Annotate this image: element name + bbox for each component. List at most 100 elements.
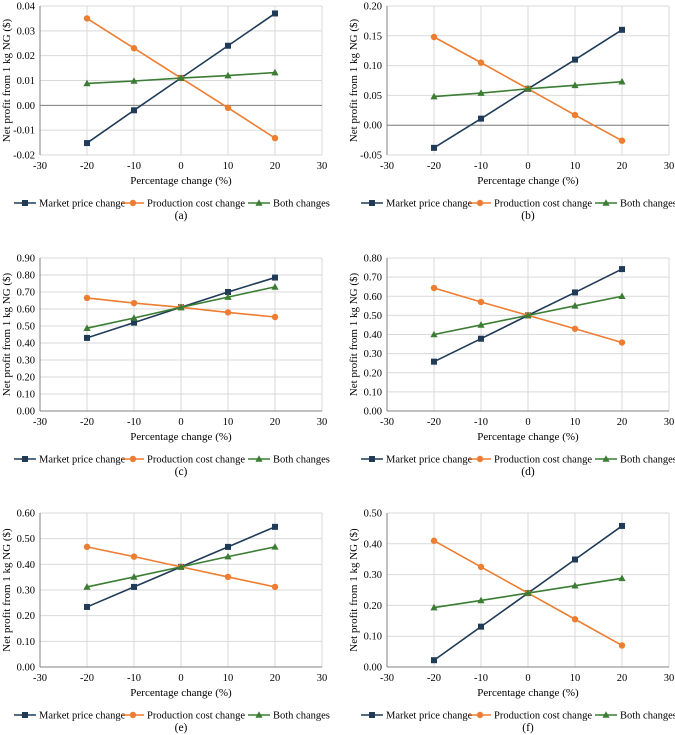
y-tick-label: 0.01 [17, 76, 35, 87]
legend-label: Production cost change [147, 711, 245, 722]
x-tick-label: 0 [525, 417, 530, 428]
y-tick-label: 0.80 [364, 254, 382, 265]
y-tick-label: 0.20 [364, 368, 382, 379]
production-cost-marker [430, 537, 438, 544]
production-cost-marker [477, 59, 485, 66]
y-tick-label: 0.40 [364, 330, 382, 341]
x-tick-label: -20 [427, 417, 441, 428]
y-axis-title: Net profit from 1 kg NG ($) [1, 272, 13, 396]
x-tick-label: -30 [33, 673, 47, 684]
x-axis-title: Percentage change (%) [130, 175, 232, 187]
legend-swatch-marker [602, 455, 610, 462]
y-tick-label: 0.04 [17, 2, 36, 13]
x-tick-label: 0 [178, 161, 183, 172]
production-cost-marker [430, 284, 438, 292]
legend-item-production-cost: Production cost change [122, 199, 245, 210]
y-tick-label: 0.00 [17, 663, 35, 674]
legend-item-both-changes: Both changes [595, 711, 675, 722]
legend-item-market-price: Market price change [14, 199, 126, 210]
y-tick-label: -0.01 [13, 126, 35, 137]
legend-swatch-marker [602, 199, 610, 206]
both-changes-marker [477, 89, 485, 96]
chart-caption: (e) [175, 722, 188, 734]
market-price-marker [84, 603, 90, 610]
production-cost-marker [271, 134, 279, 142]
legend-swatch-marker [255, 199, 263, 206]
market-price-marker [131, 583, 137, 590]
y-tick-label: 0.90 [17, 254, 35, 265]
legend-label: Market price change [386, 455, 473, 466]
legend-item-market-price: Market price change [361, 199, 473, 210]
production-cost-marker [83, 543, 91, 551]
legend-label: Market price change [386, 711, 473, 722]
chart-caption: (f) [522, 722, 534, 734]
legend-item-production-cost: Production cost change [122, 455, 245, 466]
y-tick-label: 0.20 [17, 611, 35, 622]
legend-label: Both changes [273, 455, 330, 466]
legend-label: Both changes [620, 199, 675, 210]
both-changes-marker [571, 81, 579, 89]
both-changes-marker [571, 302, 579, 309]
both-changes-marker [618, 574, 626, 582]
legend-item-both-changes: Both changes [595, 199, 675, 210]
y-tick-label: 0.80 [17, 271, 35, 282]
market-price-marker [131, 107, 137, 114]
x-tick-label: 10 [570, 417, 581, 428]
both-changes-marker [224, 293, 232, 300]
y-tick-label: 0.10 [364, 61, 382, 72]
y-tick-label: 0.00 [17, 407, 35, 418]
both-changes-marker [430, 330, 438, 338]
both-changes-marker [177, 303, 185, 311]
chart-caption: (b) [521, 210, 535, 222]
market-price-marker [478, 623, 484, 630]
x-tick-label: 10 [223, 673, 234, 684]
legend-item-production-cost: Production cost change [469, 455, 592, 466]
y-axis-title: Net profit from 1 kg NG ($) [348, 272, 360, 396]
production-cost-marker [83, 294, 91, 302]
legend-swatch-marker [369, 200, 375, 206]
legend-item-market-price: Market price change [14, 455, 126, 466]
y-tick-label: 0.00 [364, 663, 382, 674]
market-price-marker [619, 522, 625, 529]
x-tick-label: 20 [617, 417, 628, 428]
y-tick-label: 0.10 [364, 632, 382, 643]
y-axis-title: Net profit from 1 kg NG ($) [348, 528, 360, 652]
y-tick-label: 0.30 [17, 586, 35, 597]
legend-swatch-marker [22, 712, 28, 718]
y-tick-label: 0.50 [17, 322, 35, 333]
both-changes-marker [224, 552, 232, 560]
y-tick-label: 0.20 [17, 373, 35, 384]
legend-swatch-marker [476, 455, 484, 463]
legend-label: Production cost change [494, 455, 592, 466]
legend-label: Both changes [273, 711, 330, 722]
x-axis-title: Percentage change (%) [477, 687, 579, 699]
legend-label: Market price change [39, 711, 126, 722]
market-price-marker [84, 140, 90, 147]
y-tick-label: 0.10 [17, 390, 35, 401]
x-axis-title: Percentage change (%) [477, 175, 579, 187]
x-axis-title: Percentage change (%) [130, 687, 232, 699]
x-tick-label: 30 [664, 417, 675, 428]
legend-label: Production cost change [494, 199, 592, 210]
y-axis-title: Net profit from 1 kg NG ($) [1, 18, 13, 142]
market-price-marker [225, 289, 231, 295]
x-tick-label: 30 [317, 161, 328, 172]
y-axis-title: Net profit from 1 kg NG ($) [1, 528, 13, 652]
legend-item-market-price: Market price change [14, 711, 126, 722]
legend-swatch-marker [129, 711, 137, 719]
production-cost-marker [130, 553, 138, 560]
both-changes-marker [130, 314, 138, 321]
market-price-marker [225, 42, 231, 49]
market-price-marker [431, 358, 437, 365]
y-tick-label: 0.60 [364, 292, 382, 303]
legend-label: Production cost change [494, 711, 592, 722]
y-tick-label: 0.00 [364, 121, 382, 132]
x-tick-label: -20 [80, 161, 94, 172]
x-tick-label: 20 [270, 417, 281, 428]
chart-caption: (c) [175, 466, 188, 478]
y-tick-label: 0.00 [17, 101, 35, 112]
market-price-marker [272, 274, 278, 281]
legend-label: Production cost change [147, 199, 245, 210]
y-tick-label: 0.40 [17, 339, 35, 350]
y-tick-label: 0.20 [364, 2, 382, 13]
